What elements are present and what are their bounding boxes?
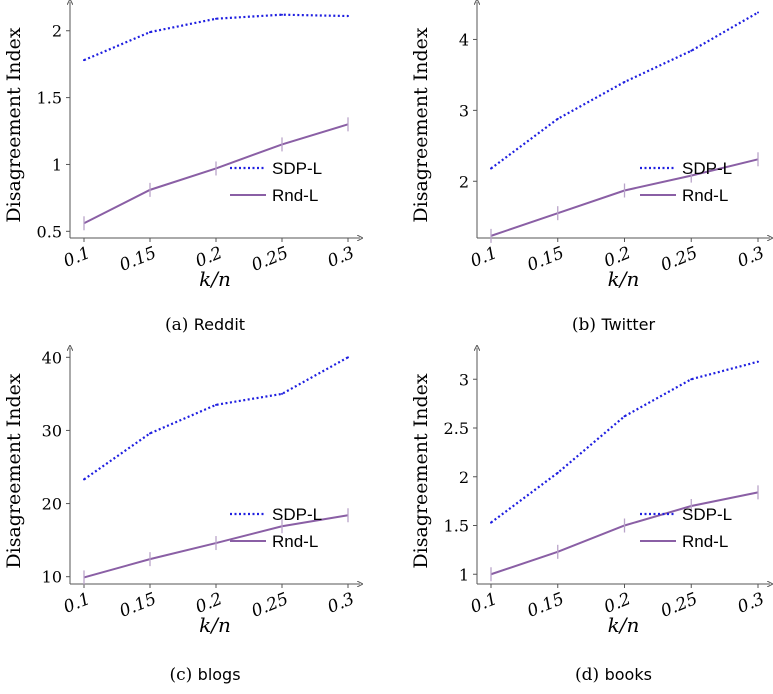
x-tick-label: 0.1 (468, 589, 501, 618)
y-tick-label: 40 (42, 348, 62, 367)
y-tick-label: 10 (42, 568, 62, 587)
caption-prefix: (b) (572, 315, 602, 335)
x-tick-label: 0.25 (249, 589, 292, 622)
y-tick-label: 1.5 (444, 517, 469, 536)
y-tick-label: 20 (42, 495, 62, 514)
x-tick-label: 0.15 (524, 589, 567, 622)
y-tick-label: 4 (459, 30, 469, 49)
y-axis-label: Disagreement Index (3, 27, 25, 222)
data-point-sdp-l (215, 17, 217, 20)
y-tick-label: 1 (52, 155, 62, 174)
legend-label-rnd-l: Rnd-L (272, 186, 318, 205)
panel-caption: (b) Twitter (572, 315, 656, 335)
data-point-sdp-l (347, 356, 349, 359)
data-point-sdp-l (149, 432, 151, 435)
legend: SDP-L Rnd-L (230, 159, 322, 205)
panel-caption: (c) blogs (169, 665, 240, 685)
legend-label-rnd-l: Rnd-L (272, 532, 318, 551)
legend: SDP-L Rnd-L (640, 505, 732, 551)
x-axis-label: k/n (608, 267, 640, 291)
x-tick-label: 0.15 (117, 243, 160, 276)
series-line-sdp-l (83, 13, 349, 62)
x-tick-label: 0.3 (735, 589, 768, 618)
caption-name: books (605, 665, 652, 684)
data-point-sdp-l (623, 81, 626, 83)
legend-label-sdp-l: SDP-L (272, 159, 322, 178)
x-tick-label: 0.3 (735, 243, 768, 272)
data-point-sdp-l (149, 31, 151, 34)
chart-panel-4: 11.522.530.1 0.15 0.2 0.25 0.3k/nDisagreemen… (410, 348, 770, 685)
data-point-sdp-l (690, 49, 693, 52)
series-line-sdp-l (490, 11, 759, 170)
legend: SDP-L Rnd-L (230, 505, 322, 551)
x-tick-label: 0.25 (658, 589, 701, 622)
data-point-sdp-l (757, 11, 759, 14)
legend: SDP-L Rnd-L (640, 159, 732, 205)
x-tick-label: 0.1 (61, 589, 94, 618)
data-point-sdp-l (556, 117, 559, 120)
data-point-sdp-l (281, 392, 283, 395)
caption-name: blogs (198, 665, 241, 684)
data-point-sdp-l (281, 13, 283, 16)
legend-label-sdp-l: SDP-L (682, 505, 732, 524)
x-tick-label: 0.15 (117, 589, 160, 622)
x-tick-label: 0.3 (325, 589, 358, 618)
caption-prefix: (c) (169, 665, 197, 685)
data-point-sdp-l (347, 15, 349, 18)
legend-label-sdp-l: SDP-L (272, 505, 322, 524)
x-tick-label: 0.1 (61, 243, 94, 272)
legend-label-rnd-l: Rnd-L (682, 532, 728, 551)
x-tick-label: 0.15 (524, 243, 567, 276)
y-axis-label: Disagreement Index (3, 373, 25, 568)
data-point-sdp-l (215, 403, 217, 406)
y-axis-label: Disagreement Index (410, 27, 432, 222)
panel-caption: (d) books (575, 665, 652, 685)
data-point-sdp-l (83, 59, 85, 62)
caption-prefix: (a) (165, 315, 194, 335)
data-point-sdp-l (83, 478, 85, 481)
x-axis-label: k/n (199, 613, 231, 637)
panel-caption: (a) Reddit (165, 315, 245, 335)
y-tick-label: 3 (459, 370, 469, 389)
series-line-sdp-l (83, 356, 349, 481)
y-tick-label: 30 (42, 421, 62, 440)
y-tick-label: 1.5 (37, 89, 62, 108)
y-tick-label: 2.5 (444, 419, 469, 438)
x-tick-label: 0.25 (249, 243, 292, 276)
caption-prefix: (d) (575, 665, 605, 685)
x-tick-label: 0.25 (658, 243, 701, 276)
series-line-sdp-l (490, 360, 759, 524)
x-tick-label: 0.1 (468, 243, 501, 272)
data-point-sdp-l (490, 167, 492, 170)
y-tick-label: 2 (459, 468, 469, 487)
x-axis-label: k/n (199, 267, 231, 291)
y-tick-label: 0.5 (37, 222, 62, 241)
y-tick-label: 2 (52, 22, 62, 41)
y-tick-label: 3 (459, 101, 469, 120)
chart-panel-1: 0.511.520.1 0.15 0.2 0.25 0.3k/nDisagreement… (3, 2, 360, 335)
legend-label-sdp-l: SDP-L (682, 159, 732, 178)
x-tick-label: 0.3 (325, 243, 358, 272)
y-tick-label: 1 (459, 565, 469, 584)
x-axis-label: k/n (608, 613, 640, 637)
data-point-sdp-l (690, 378, 693, 381)
y-axis-label: Disagreement Index (410, 373, 432, 568)
caption-name: Reddit (194, 315, 245, 334)
data-point-sdp-l (757, 360, 759, 363)
y-tick-label: 2 (459, 172, 469, 191)
legend-label-rnd-l: Rnd-L (682, 186, 728, 205)
data-point-sdp-l (490, 521, 492, 524)
data-point-sdp-l (623, 415, 626, 418)
data-point-sdp-l (556, 471, 559, 474)
caption-name: Twitter (600, 315, 655, 334)
